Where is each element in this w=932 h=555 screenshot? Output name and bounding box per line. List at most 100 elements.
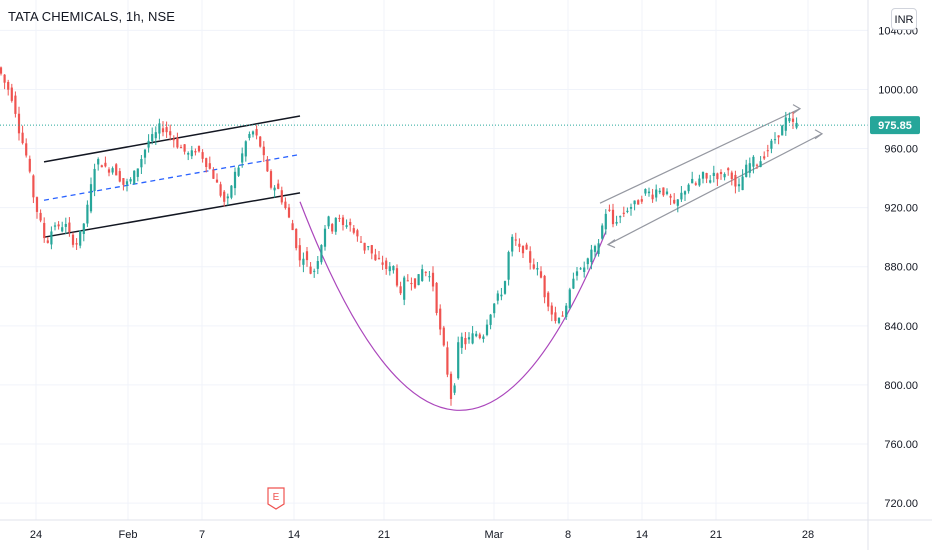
last-price-line: 975.85	[0, 116, 920, 135]
candle-body	[730, 172, 733, 180]
channel-lower-line	[43, 192, 301, 238]
last-price-tag	[870, 116, 920, 135]
candle-body	[190, 150, 193, 157]
candle-body	[475, 333, 478, 337]
candle-body	[709, 180, 712, 183]
candle-body	[633, 200, 636, 205]
time-tick-label: 21	[710, 529, 722, 541]
candle-body	[439, 308, 442, 330]
candle-body	[64, 223, 67, 227]
candle-body	[295, 228, 298, 249]
candle-body	[284, 201, 287, 209]
candle-body	[604, 213, 607, 230]
candle-body	[122, 178, 125, 185]
candle-body	[262, 146, 265, 156]
candle-body	[478, 334, 481, 339]
time-tick-label: 14	[636, 529, 648, 541]
candle-body	[302, 258, 305, 265]
price-tick-label: 840.00	[884, 321, 918, 333]
candle-body	[287, 207, 291, 218]
candle-body	[374, 254, 377, 261]
candle-body	[147, 140, 150, 148]
grid-lines	[0, 0, 868, 520]
candle-body	[28, 158, 31, 172]
candle-body	[705, 172, 708, 179]
candle-body	[521, 245, 525, 254]
candle-body	[734, 174, 737, 187]
candle-body	[561, 315, 564, 317]
rising-channel-arrow-start	[606, 239, 616, 249]
candle-body	[399, 286, 402, 294]
candle-body	[622, 212, 625, 214]
candle-body	[50, 231, 53, 245]
candle-body	[590, 249, 593, 263]
candle-body	[532, 264, 535, 269]
price-axis[interactable]: 720.00 760.00 800.00 840.00 880.00 920.00 960.…	[867, 0, 918, 550]
candle-body	[14, 95, 17, 114]
time-tick-label: Feb	[119, 529, 138, 541]
drawing-annotations	[43, 104, 824, 411]
candle-body	[323, 228, 327, 247]
candle-body	[687, 184, 690, 192]
candle-body	[575, 271, 579, 276]
candle-series	[0, 66, 798, 406]
candle-body	[770, 140, 773, 149]
candle-body	[32, 175, 35, 198]
time-tick-label: Mar	[485, 529, 504, 541]
candle-body	[640, 199, 643, 202]
candle-body	[615, 221, 618, 224]
candle-body	[215, 179, 219, 183]
currency-button[interactable]: INR	[891, 8, 917, 30]
candle-body	[385, 260, 388, 269]
candle-body	[233, 171, 237, 189]
candle-body	[269, 171, 273, 188]
candle-body	[691, 178, 694, 184]
candle-body	[313, 270, 316, 272]
candle-body	[125, 181, 129, 185]
candle-body	[334, 217, 337, 232]
candle-body	[251, 131, 255, 135]
earnings-marker-shape	[267, 487, 285, 510]
candle-body	[136, 168, 139, 177]
candle-body	[406, 280, 409, 282]
candle-body	[53, 225, 57, 227]
candle-body	[75, 243, 78, 245]
candle-body	[89, 184, 93, 212]
candle-body	[133, 170, 136, 185]
candle-body	[629, 207, 633, 209]
candle-body	[266, 159, 269, 172]
candle-body	[658, 190, 661, 193]
candle-body	[565, 305, 568, 318]
candle-body	[467, 337, 471, 340]
candle-body	[309, 266, 312, 274]
candle-body	[752, 156, 755, 167]
candle-body	[781, 125, 784, 136]
candle-body	[593, 246, 597, 252]
candle-body	[118, 171, 121, 182]
candle-body	[493, 303, 496, 314]
candle-body	[10, 87, 13, 101]
candle-body	[572, 278, 575, 289]
candle-body	[727, 168, 730, 171]
candle-body	[539, 271, 543, 278]
candle-body	[773, 139, 777, 141]
candle-body	[536, 267, 539, 270]
candle-body	[500, 294, 503, 297]
channel-upper-line	[43, 115, 301, 163]
time-tick-label: 24	[30, 529, 42, 541]
candle-body	[417, 274, 420, 286]
last-price-label: 975.85	[878, 120, 912, 132]
candle-body	[197, 146, 201, 152]
candle-body	[421, 269, 424, 281]
candle-body	[525, 244, 528, 250]
candle-body	[557, 317, 561, 323]
candle-body	[719, 172, 723, 175]
time-axis[interactable]: 24 Feb 7 14 21 Mar 8 14 21 28	[0, 519, 932, 541]
candle-body	[352, 228, 355, 233]
candle-body	[647, 191, 651, 194]
earnings-marker[interactable]: E	[267, 487, 285, 510]
candle-body	[507, 252, 510, 280]
candle-body	[291, 223, 294, 231]
